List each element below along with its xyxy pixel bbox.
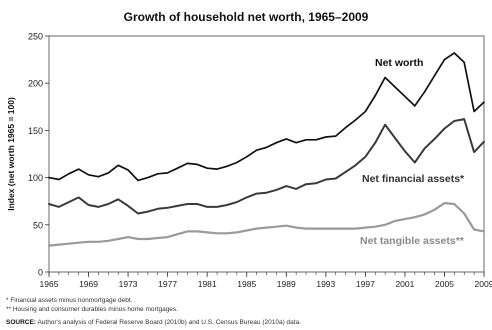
x-tick-label: 1993 bbox=[316, 279, 335, 289]
label-net-financial-assets: Net financial assets* bbox=[362, 173, 465, 185]
footnote-financial-assets: * Financial assets minus nonmortgage deb… bbox=[6, 297, 133, 304]
x-tick-label: 1973 bbox=[119, 279, 138, 289]
x-tick-label: 1985 bbox=[237, 279, 256, 289]
x-tick-label: 2005 bbox=[435, 279, 454, 289]
x-tick-label: 2009 bbox=[475, 279, 492, 289]
y-tick-label: 50 bbox=[33, 220, 43, 230]
x-tick-label: 1965 bbox=[40, 279, 59, 289]
label-net-tangible-assets: Net tangible assets** bbox=[360, 235, 465, 247]
source-label: SOURCE: bbox=[6, 319, 36, 326]
x-tick-label: 1981 bbox=[198, 279, 217, 289]
footnote-tangible-assets: ** Housing and consumer durables minus h… bbox=[6, 306, 178, 313]
y-tick-label: 250 bbox=[28, 32, 43, 42]
x-tick-label: 1997 bbox=[356, 279, 375, 289]
x-tick-label: 2001 bbox=[395, 279, 414, 289]
source-note: SOURCE: Author's analysis of Federal Res… bbox=[6, 319, 301, 326]
source-text: Author's analysis of Federal Reserve Boa… bbox=[37, 319, 301, 326]
y-tick-label: 0 bbox=[38, 268, 43, 278]
y-axis-label: Index (net worth 1965 = 100) bbox=[6, 97, 16, 211]
y-tick-label: 150 bbox=[28, 126, 43, 136]
series-line-net-worth bbox=[48, 52, 485, 182]
x-tick-label: 1969 bbox=[79, 279, 98, 289]
y-tick-label: 100 bbox=[28, 173, 43, 183]
y-tick-label: 200 bbox=[28, 79, 43, 89]
series-line-net-financial-assets bbox=[48, 118, 485, 215]
chart-title: Growth of household net worth, 1965–2009 bbox=[123, 10, 369, 24]
series-line-net-tangible-assets bbox=[47, 202, 486, 247]
x-tick-label: 1977 bbox=[158, 279, 177, 289]
label-net-worth: Net worth bbox=[375, 57, 423, 69]
x-tick-label: 1989 bbox=[277, 279, 296, 289]
